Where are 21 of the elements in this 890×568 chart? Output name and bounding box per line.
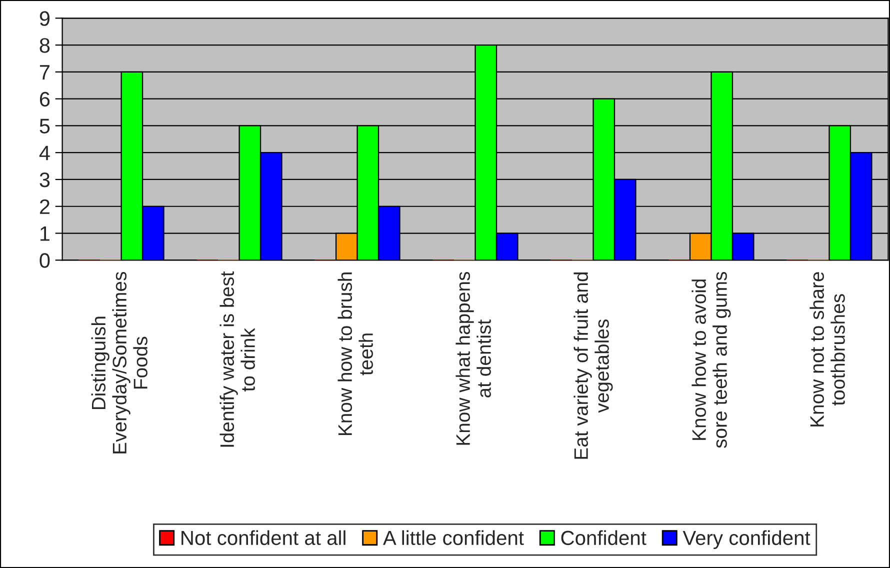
y-tick-label: 7 [40,65,50,80]
y-tick-label: 8 [40,38,50,53]
x-tick-label: Eat variety of fruit and vegetables [574,272,613,459]
x-tick-label: Know not to share toothbrushes [810,272,845,426]
legend-label: Confident [561,530,646,546]
y-tick-label: 2 [40,199,50,214]
y-tick-label: 1 [40,226,50,241]
x-tick-label: Know what happens at dentist [456,272,491,445]
y-tick-label: 4 [39,146,50,160]
x-tick-label: Distinguish Everyday/Sometimes Foods [91,272,148,454]
x-tick-label: Know how to brush teeth [338,272,373,436]
y-tick-label: 3 [40,172,50,188]
y-tick-label: 6 [40,92,50,107]
y-tick-label: 0 [40,253,50,268]
x-tick-label: Know how to avoid sore teeth and gums [692,272,731,448]
legend-label: Very confident [682,530,810,550]
y-tick-label: 9 [40,11,50,26]
legend-label: Not confident at all [182,530,346,546]
x-tick-label: Identify water is best to drink [220,271,255,447]
y-tick-label: 5 [40,118,50,134]
legend-label: A little confident [382,530,524,546]
